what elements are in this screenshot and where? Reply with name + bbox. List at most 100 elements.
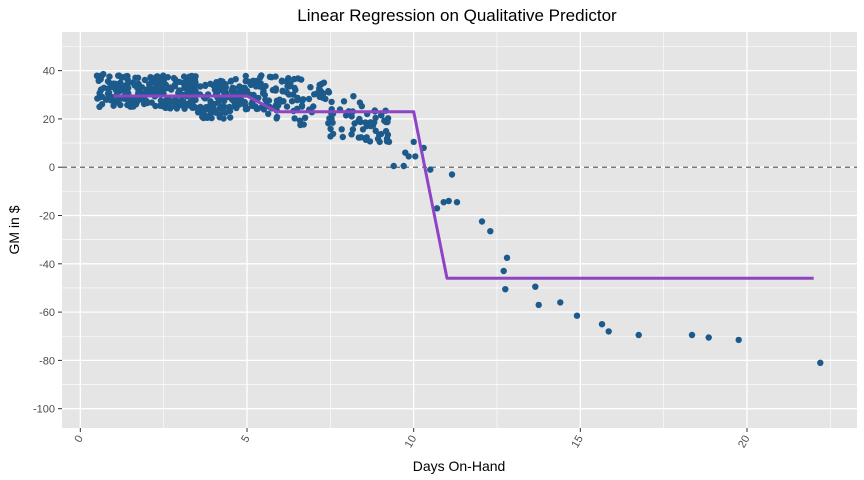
scatter-point — [356, 115, 363, 123]
scatter-point — [231, 103, 238, 110]
scatter-point — [100, 84, 108, 92]
scatter-point — [502, 286, 509, 293]
scatter-point — [192, 96, 199, 104]
scatter-point — [433, 205, 441, 212]
scatter-point — [307, 84, 314, 91]
scatter-point — [236, 83, 243, 90]
scatter-point — [385, 138, 393, 145]
scatter-point — [218, 79, 225, 86]
scatter-point — [351, 120, 358, 127]
scatter-point — [635, 331, 642, 339]
x-axis-label: Days On-Hand — [413, 458, 506, 474]
y-tick-label: 0 — [49, 162, 55, 174]
scatter-point — [348, 113, 355, 120]
scatter-point — [311, 91, 318, 98]
scatter-point — [328, 98, 335, 106]
scatter-point — [339, 133, 346, 141]
scatter-point — [147, 74, 154, 81]
scatter-point — [227, 78, 234, 85]
scatter-point — [260, 106, 268, 113]
scatter-point — [348, 131, 355, 138]
scatter-point — [117, 79, 124, 86]
scatter-point — [287, 80, 294, 87]
scatter-point — [199, 113, 206, 121]
scatter-point — [573, 312, 581, 319]
scatter-point — [448, 171, 456, 178]
scatter-point — [227, 114, 234, 121]
scatter-point — [350, 93, 357, 100]
x-tick-label: 15 — [569, 434, 586, 451]
scatter-point — [400, 162, 407, 170]
scatter-point — [256, 83, 264, 90]
scatter-point — [275, 102, 282, 109]
y-axis-label: GM in $ — [6, 205, 22, 254]
scatter-point — [176, 101, 184, 109]
scatter-point — [377, 130, 385, 138]
scatter-point — [487, 228, 494, 235]
scatter-point — [143, 88, 151, 95]
scatter-point — [123, 73, 130, 80]
scatter-point — [478, 218, 486, 225]
scatter-point — [202, 81, 209, 89]
scatter-point — [273, 113, 281, 121]
scatter-point — [141, 76, 149, 84]
scatter-point — [266, 73, 274, 81]
scatter-point — [532, 283, 539, 290]
scatter-point — [288, 98, 296, 105]
scatter-point — [96, 103, 103, 111]
scatter-point — [189, 104, 196, 112]
scatter-point — [363, 122, 370, 130]
scatter-point — [160, 77, 167, 85]
scatter-point — [242, 87, 249, 94]
scatter-point — [817, 359, 824, 366]
scatter-point — [200, 106, 207, 113]
scatter-point — [405, 153, 412, 160]
scatter-point — [362, 136, 370, 143]
scatter-point — [427, 166, 434, 173]
scatter-point — [176, 78, 183, 86]
scatter-point — [500, 267, 507, 275]
scatter-point — [297, 121, 304, 129]
scatter-point — [132, 101, 140, 108]
scatter-point — [269, 86, 277, 94]
scatter-point — [320, 79, 328, 86]
scatter-point — [305, 95, 313, 103]
scatter-point — [170, 74, 178, 82]
scatter-point — [503, 254, 511, 261]
scatter-point — [298, 76, 305, 83]
scatter-point — [102, 96, 110, 103]
scatter-point — [283, 103, 291, 110]
grid-major — [62, 32, 857, 428]
scatter-point — [180, 73, 188, 80]
scatter-point — [291, 115, 298, 122]
scatter-point — [705, 334, 712, 341]
scatter-point — [229, 88, 236, 96]
scatter-point — [164, 74, 171, 81]
scatter-point — [535, 301, 542, 309]
scatter-point — [140, 100, 148, 108]
scatter-point — [412, 153, 419, 160]
scatter-point — [110, 102, 117, 109]
scatter-point — [95, 77, 102, 85]
scatter-point — [258, 72, 265, 79]
scatter-point — [97, 72, 104, 80]
scatter-point — [325, 89, 333, 96]
y-tick-label: -100 — [33, 404, 55, 416]
scatter-point — [254, 105, 262, 112]
scatter-point — [164, 104, 171, 111]
scatter-point — [217, 103, 224, 110]
y-tick-label: 20 — [43, 114, 55, 126]
scatter-point — [115, 72, 122, 79]
scatter-point — [445, 197, 452, 205]
scatter-point — [245, 78, 252, 85]
scatter-point — [136, 83, 143, 90]
scatter-point — [219, 108, 227, 116]
scatter-point — [184, 85, 191, 93]
scatter-point — [285, 75, 292, 82]
x-tick-label: 10 — [403, 434, 420, 451]
scatter-point — [327, 133, 334, 140]
scatter-point — [207, 98, 214, 105]
scatter-point — [191, 76, 199, 84]
scatter-point — [197, 83, 204, 90]
